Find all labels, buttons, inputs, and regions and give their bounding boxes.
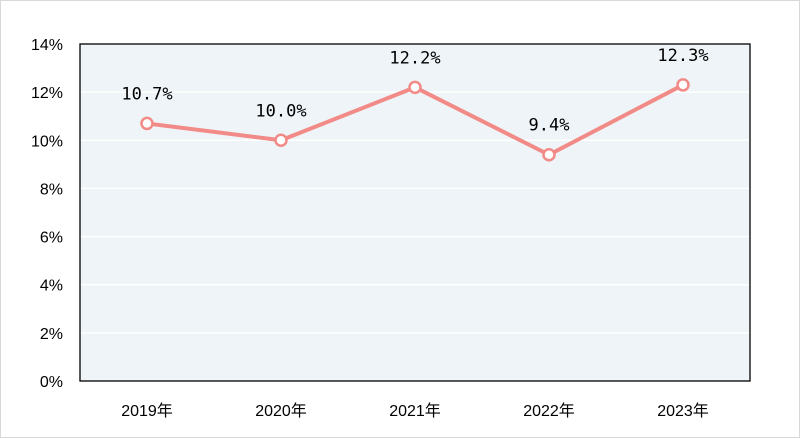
x-tick-label: 2020年 [255,402,307,420]
y-tick-label: 12% [31,85,63,102]
data-point [274,133,288,148]
data-label: 12.3% [657,46,708,66]
data-label: 12.2% [389,48,440,68]
y-tick-label: 0% [40,374,63,391]
data-point [408,80,422,95]
y-tick-label: 14% [31,37,63,54]
y-tick-label: 8% [40,181,63,198]
data-label: 10.0% [255,101,306,121]
data-point [676,78,690,92]
y-tick-label: 10% [31,133,63,150]
y-tick-label: 2% [40,326,63,343]
y-tick-label: 6% [40,230,63,247]
data-point [140,116,154,131]
data-label: 9.4% [529,116,570,136]
x-tick-label: 2022年 [523,402,575,420]
data-label: 10.7% [121,84,172,104]
y-tick-label: 4% [40,278,63,295]
x-tick-label: 2019年 [121,402,173,420]
data-point [542,147,556,162]
plot-border [79,43,751,382]
x-tick-label: 2023年 [657,402,709,420]
plot-area [80,44,750,381]
x-tick-label: 2021年 [389,402,441,420]
